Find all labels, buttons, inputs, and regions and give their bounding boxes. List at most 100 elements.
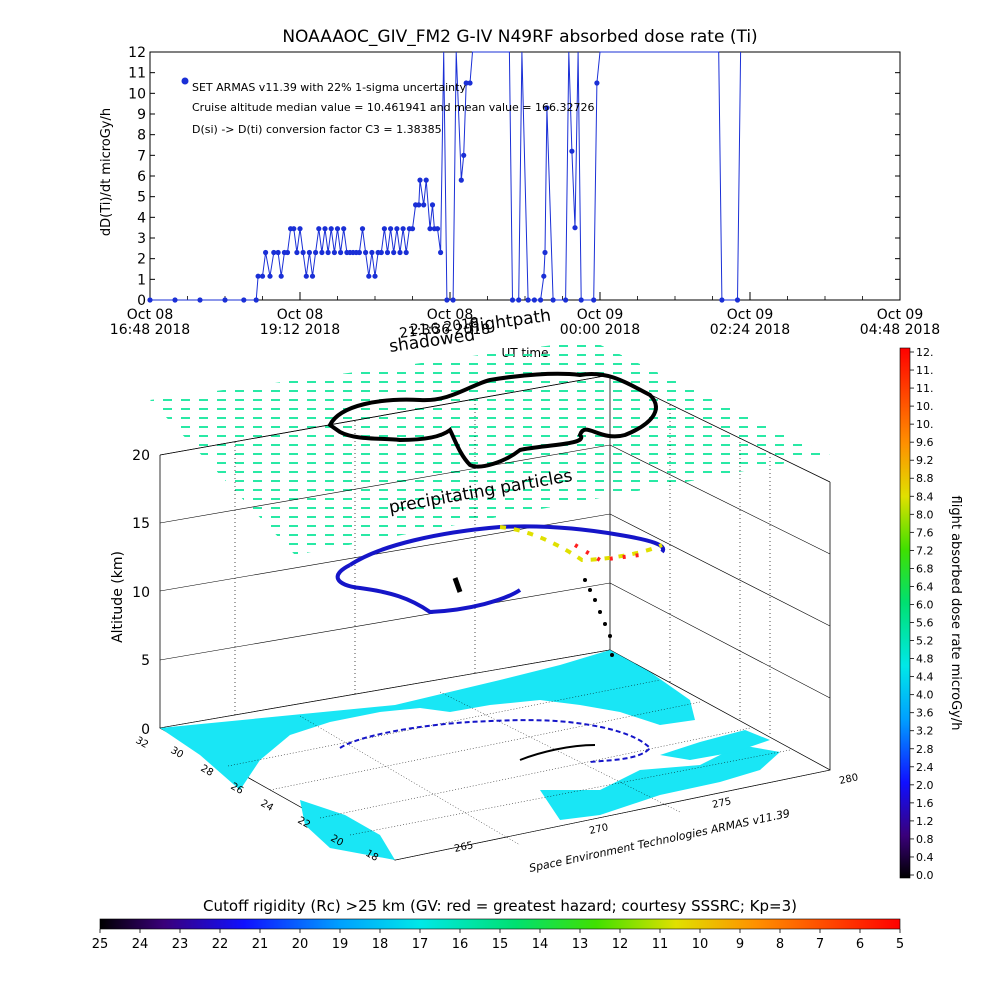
ocean-east: [660, 730, 770, 760]
data-point: [416, 202, 422, 208]
data-point: [363, 249, 369, 256]
bottom-colorbar: Cutoff rigidity (Rc) >25 km (GV: red = g…: [92, 897, 904, 952]
y-tick-label: 6: [137, 169, 146, 185]
y-tick-label: 4: [137, 210, 146, 226]
bottom-colorbar-tick-label: 19: [332, 937, 349, 952]
alt-tick-15: 15: [132, 516, 150, 532]
data-point: [255, 273, 261, 279]
right-colorbar-tick-label: 0.4: [916, 851, 934, 864]
ground-track: [339, 719, 652, 763]
data-point: [366, 273, 372, 279]
data-point: [544, 105, 550, 111]
data-point: [253, 297, 259, 303]
x-tick-label-time: 16:48 2018: [110, 322, 190, 338]
x-tick-label-date: Oct 09: [577, 307, 623, 323]
right-colorbar-tick-label: 12.: [916, 346, 934, 359]
data-point: [319, 249, 325, 256]
y-tick-label: 2: [137, 252, 146, 268]
annotation-line-1: SET ARMAS v11.39 with 22% 1-sigma uncert…: [192, 81, 466, 94]
data-point: [429, 202, 436, 208]
data-point: [316, 226, 322, 232]
data-point: [294, 249, 300, 256]
right-colorbar-tick-label: 0.8: [916, 833, 934, 846]
bottom-colorbar-tick-label: 10: [692, 937, 709, 952]
data-point: [271, 249, 277, 256]
y-tick-label: 3: [137, 231, 146, 247]
x-tick-label-time: 19:12 2018: [260, 322, 340, 338]
data-point: [578, 297, 584, 303]
bottom-colorbar-tick-label: 24: [132, 937, 149, 952]
y-tick-label: 10: [128, 86, 146, 102]
data-point: [325, 249, 331, 256]
bottom-colorbar-tick-label: 25: [92, 937, 109, 952]
y-tick-label: 1: [137, 272, 146, 288]
right-colorbar-tick-label: 2.4: [916, 761, 934, 774]
right-colorbar-tick-label: 6.0: [916, 598, 934, 611]
data-point: [331, 249, 337, 256]
bottom-colorbar-tick-label: 9: [736, 937, 744, 952]
x-tick-label-time: 21:36 2018: [410, 322, 490, 338]
flightpath-label: flightpath: [468, 306, 552, 337]
lon-tick: 280: [838, 772, 859, 787]
data-point: [369, 249, 375, 256]
y-tick-label: 7: [137, 148, 146, 164]
data-point: [313, 249, 319, 256]
data-point: [438, 249, 444, 256]
right-colorbar-tick-label: 4.0: [916, 689, 934, 702]
data-point: [147, 297, 153, 303]
right-colorbar-tick-label: 4.4: [916, 671, 934, 684]
data-point: [378, 249, 384, 256]
data-point: [525, 297, 531, 303]
legend-marker: [181, 77, 189, 85]
data-point: [356, 249, 362, 256]
bottom-colorbar-title: Cutoff rigidity (Rc) >25 km (GV: red = g…: [203, 897, 797, 915]
series-line: [150, 51, 742, 301]
data-point: [541, 273, 547, 279]
right-colorbar-tick-label: 8.0: [916, 508, 934, 521]
series-group: [147, 51, 742, 303]
y-axis-label: dD(Ti)/dt microGy/h: [99, 108, 114, 236]
data-point: [391, 249, 397, 256]
data-point: [463, 80, 469, 86]
bottom-colorbar-tick-label: 14: [532, 937, 549, 952]
x-tick-label-date: Oct 09: [727, 307, 773, 323]
right-colorbar-tick-label: 4.8: [916, 653, 934, 666]
ocean-south: [300, 800, 395, 860]
bottom-colorbar-tick-label: 17: [412, 937, 429, 952]
bottom-colorbar-gradient: [99, 918, 901, 930]
y-tick-label: 0: [137, 293, 146, 309]
alt-tick-20: 20: [132, 448, 150, 464]
data-point: [450, 297, 456, 303]
panel-3d: Altitude (km) 0 5 10 15 20 32 30 28 26 2…: [110, 306, 859, 875]
data-point: [197, 297, 203, 303]
data-point: [458, 177, 464, 183]
bottom-colorbar-tick-label: 5: [896, 937, 904, 952]
bottom-colorbar-tick-label: 18: [372, 937, 389, 952]
data-point: [322, 226, 328, 232]
data-point: [397, 249, 403, 256]
bottom-colorbar-tick-label: 20: [292, 937, 309, 952]
data-point: [461, 152, 467, 158]
data-point: [263, 249, 269, 256]
right-colorbar-tick-label: 9.2: [916, 454, 934, 467]
right-colorbar-tick-label: 5.2: [916, 635, 934, 648]
data-point: [467, 80, 473, 86]
x-tick-label-date: Oct 09: [877, 307, 923, 323]
annotation-line-2: Cruise altitude median value = 10.461941…: [192, 101, 595, 114]
map-floor-grid: [227, 679, 791, 846]
data-point: [309, 273, 316, 279]
altitude-axis-label: Altitude (km): [110, 551, 126, 643]
bottom-colorbar-tick-label: 22: [212, 937, 229, 952]
ocean-gulf: [540, 745, 780, 820]
annotation-line-3: D(si) -> D(ti) conversion factor C3 = 1.…: [192, 123, 442, 136]
x-tick-label-time: 04:48 2018: [860, 322, 940, 338]
right-colorbar-tick-label: 0.0: [916, 869, 934, 882]
bottom-colorbar-tick-label: 13: [572, 937, 589, 952]
descent-dots: [583, 578, 614, 657]
data-point: [291, 226, 297, 232]
lon-tick-group: 265 270 275 280: [453, 772, 859, 855]
data-point: [303, 273, 309, 279]
bottom-colorbar-tick-label: 16: [452, 937, 469, 952]
data-point: [421, 202, 427, 208]
